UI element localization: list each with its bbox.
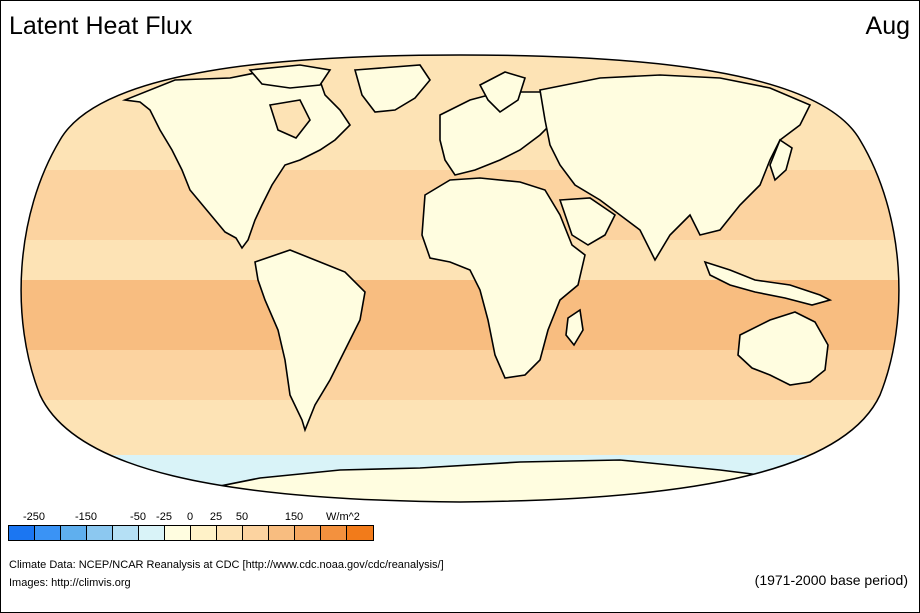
legend-tick-label: -25	[156, 511, 172, 523]
legend-unit: W/m^2	[326, 511, 360, 523]
arabia	[558, 197, 617, 246]
globe-outline	[20, 54, 900, 503]
south-america	[254, 249, 366, 433]
credit-data-source: Climate Data: NCEP/NCAR Reanalysis at CD…	[9, 559, 444, 571]
base-period: (1971-2000 base period)	[754, 572, 908, 588]
legend-tick-label: -250	[22, 511, 46, 523]
legend-swatch	[87, 526, 113, 540]
hudson-bay	[268, 99, 311, 139]
legend-swatch	[139, 526, 165, 540]
antarctica	[199, 459, 841, 502]
legend-swatch	[113, 526, 139, 540]
legend-tick-label: 50	[235, 511, 249, 523]
legend-swatch	[35, 526, 61, 540]
legend-swatch	[295, 526, 321, 540]
scandinavia	[478, 71, 527, 114]
legend-swatch	[243, 526, 269, 540]
legend-swatch	[321, 526, 347, 540]
asia	[539, 74, 812, 262]
legend-color-bar	[8, 525, 374, 541]
legend-swatch	[217, 526, 243, 540]
indonesia	[703, 260, 833, 306]
legend-tick-label: 25	[209, 511, 223, 523]
legend-swatch	[9, 526, 35, 540]
legend-swatch	[61, 526, 87, 540]
legend-swatch	[165, 526, 191, 540]
legend-tick-label: -50	[130, 511, 146, 523]
color-legend: -250 -150 -50 -25 0 25 50 150 W/m^2	[8, 511, 374, 541]
africa	[421, 177, 586, 379]
greenland	[353, 64, 431, 113]
madagascar	[565, 308, 584, 347]
australia	[737, 311, 829, 386]
legend-swatch	[269, 526, 295, 540]
month-label: Aug	[865, 12, 910, 40]
legend-swatch	[191, 526, 217, 540]
legend-tick-label: 150	[284, 511, 304, 523]
legend-swatch	[347, 526, 373, 540]
legend-tick-label: 0	[186, 511, 194, 523]
arctic-islands	[248, 64, 332, 89]
legend-tick-label: -150	[74, 511, 98, 523]
credit-images: Images: http://climvis.org	[9, 577, 131, 589]
south-high-band	[21, 400, 899, 455]
map-title: Latent Heat Flux	[9, 12, 193, 40]
japan	[769, 138, 793, 182]
